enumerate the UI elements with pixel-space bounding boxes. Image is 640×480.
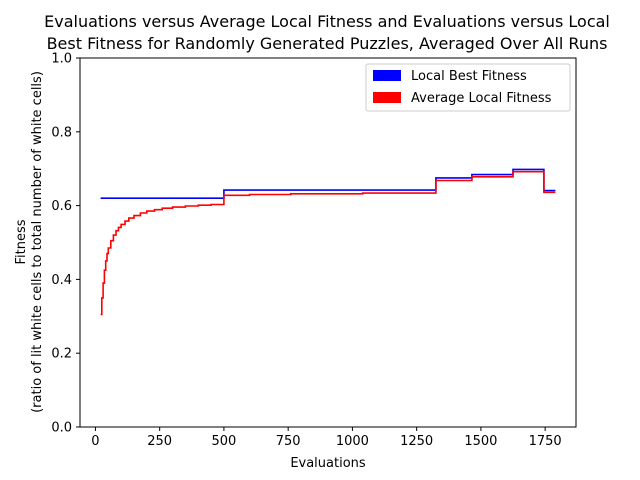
- x-tick-label: 1750: [529, 434, 562, 449]
- y-tick-label: 0.6: [51, 199, 72, 214]
- y-tick-label: 0.2: [51, 347, 72, 362]
- x-tick-label: 1250: [400, 434, 433, 449]
- legend-swatch-local-best: [373, 70, 401, 81]
- y-axis-label-line1: Fitness: [14, 219, 29, 264]
- series-line-1: [100, 170, 556, 316]
- x-tick-label: 750: [276, 434, 301, 449]
- plot-frame: [79, 57, 577, 428]
- chart-title-line2: Best Fitness for Randomly Generated Puzz…: [47, 34, 608, 53]
- x-tick-label: 250: [147, 434, 172, 449]
- y-tick-label: 0.4: [51, 273, 72, 288]
- y-tick-label: 0.0: [51, 421, 72, 436]
- y-tick-label: 1.0: [51, 52, 72, 67]
- legend-swatch-average-local: [373, 92, 401, 103]
- plot-series: [100, 168, 556, 316]
- x-tick-label: 0: [91, 434, 99, 449]
- legend: Local Best Fitness Average Local Fitness: [365, 63, 571, 112]
- x-axis-label: Evaluations: [290, 456, 366, 471]
- y-axis: 0.0 0.2 0.4 0.6 0.8 1.0: [51, 52, 80, 436]
- x-axis: 0 250 500 750 1000 1250 1500 1750: [91, 427, 562, 449]
- x-tick-label: 1500: [464, 434, 497, 449]
- y-axis-label-line2: (ratio of lit white cells to total numbe…: [30, 71, 45, 413]
- legend-label-local-best: Local Best Fitness: [411, 69, 527, 84]
- x-tick-label: 500: [212, 434, 237, 449]
- y-tick-label: 0.8: [51, 125, 72, 140]
- legend-label-average-local: Average Local Fitness: [411, 91, 552, 106]
- x-tick-label: 1000: [336, 434, 369, 449]
- chart-title-line1: Evaluations versus Average Local Fitness…: [44, 12, 610, 31]
- legend-box: [365, 63, 571, 112]
